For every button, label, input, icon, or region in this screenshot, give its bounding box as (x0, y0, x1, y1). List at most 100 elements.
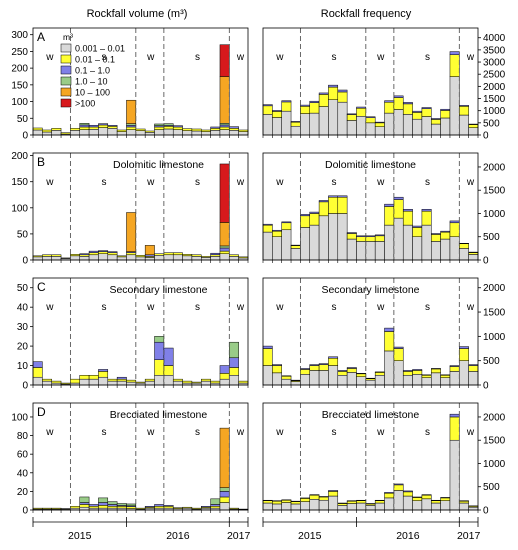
bar-d-20-class-0 (449, 439, 460, 511)
bar-b-7-class-1 (328, 196, 339, 214)
bar-d-5-class-1 (309, 494, 320, 500)
bar-a-12-class-0 (374, 126, 385, 136)
bar-a-13-class-1 (154, 126, 165, 130)
bar-d-20-class-2 (449, 413, 460, 418)
season-label-4: w (236, 302, 245, 313)
bar-b-19-class-2 (210, 252, 221, 256)
bar-d-8-class-0 (337, 505, 348, 511)
bar-a-14-class-1 (393, 97, 404, 110)
bar-b-12-class-1 (374, 235, 385, 242)
bar-c-12-class-1 (144, 378, 155, 382)
bar-d-14-class-1 (163, 506, 174, 509)
y-tick-label: 50 (17, 229, 29, 240)
y-tick-label: 2000 (483, 162, 506, 173)
bar-b-6-class-1 (88, 252, 99, 256)
bar-b-12-class-4 (144, 245, 155, 256)
bar-b-18-class-0 (431, 241, 441, 261)
bar-a-20-class-4 (219, 76, 230, 124)
bar-a-20-class-0 (219, 129, 230, 136)
bar-b-17-class-0 (421, 224, 432, 261)
year-axis-volume: 2015 2016 2017 (32, 517, 250, 542)
bar-a-10-class-3 (126, 123, 137, 126)
bar-c-20-class-0 (449, 371, 460, 386)
bar-b-6-class-2 (318, 200, 329, 203)
bar-a-22-class-1 (468, 124, 479, 128)
season-label-2: w (376, 427, 385, 438)
bar-c-15-class-0 (172, 380, 183, 386)
bar-c-16-class-2 (412, 369, 423, 371)
bar-d-18-class-0 (431, 502, 441, 511)
bar-a-5-class-3 (79, 123, 90, 126)
y-tick-label: 2000 (483, 82, 506, 93)
season-label-1: s (102, 52, 107, 63)
bar-c-18-class-0 (431, 372, 441, 386)
bar-b-8-class-0 (107, 254, 118, 261)
bar-b-19-class-2 (440, 230, 451, 233)
bar-b-4-class-1 (70, 254, 80, 257)
bar-a-21-class-2 (459, 105, 469, 107)
y-tick-label: 150 (11, 80, 28, 91)
bar-a-6-class-1 (318, 94, 329, 107)
bar-a-0-class-1 (262, 105, 273, 115)
bar-b-4-class-0 (70, 255, 80, 261)
bar-c-14-class-2 (393, 346, 404, 349)
bar-c-2-class-1 (281, 376, 292, 380)
y-tick-label: 100 (11, 412, 28, 423)
bar-d-13-class-1 (154, 506, 165, 509)
bar-b-11-class-1 (365, 236, 376, 242)
bar-b-13-class-1 (384, 206, 395, 226)
bar-b-7-class-0 (328, 213, 339, 261)
bar-c-15-class-2 (402, 370, 413, 372)
bar-a-2-class-1 (51, 128, 62, 131)
bar-c-6-class-2 (318, 363, 329, 365)
bar-b-1-class-1 (272, 230, 282, 237)
bar-d-10-class-1 (356, 500, 367, 504)
bar-a-6-class-2 (318, 92, 329, 95)
bar-d-14-class-2 (163, 505, 174, 507)
season-label-4: w (236, 427, 245, 438)
bar-d-2-class-0 (281, 502, 292, 511)
bar-a-20-class-2 (449, 51, 460, 56)
bar-d-12-class-0 (374, 502, 385, 511)
bar-a-1-class-0 (42, 131, 52, 136)
bar-c-21-class-2 (229, 357, 239, 368)
bar-d-15-class-0 (402, 495, 413, 511)
bar-d-16-class-0 (412, 500, 423, 511)
bar-a-18-class-0 (201, 131, 211, 136)
bar-b-10-class-4 (126, 212, 137, 252)
bar-c-6-class-0 (318, 370, 329, 386)
bar-b-3-class-1 (60, 257, 71, 259)
bar-a-19-class-2 (210, 126, 221, 129)
bar-d-13-class-0 (384, 497, 395, 511)
bar-c-22-class-1 (468, 365, 479, 372)
bar-a-13-class-2 (384, 100, 395, 103)
bar-b-10-class-2 (356, 235, 367, 237)
bar-b-15-class-0 (402, 224, 413, 261)
bar-d-7-class-2 (98, 502, 109, 506)
bar-c-16-class-1 (412, 370, 423, 375)
bar-d-3-class-1 (290, 501, 301, 505)
bar-c-9-class-2 (116, 376, 127, 380)
bar-b-2-class-0 (281, 229, 292, 261)
bar-c-5-class-1 (309, 365, 320, 371)
legend-label-4: 10 – 100 (75, 88, 110, 98)
y-tick-label: 500 (483, 356, 500, 367)
bar-b-13-class-2 (384, 203, 395, 207)
y-tick-label: 100 (11, 97, 28, 108)
bar-b-8-class-1 (337, 196, 348, 214)
bar-a-17-class-1 (191, 128, 202, 132)
panel-subtitle: Brecciated limestone (322, 409, 420, 421)
bar-c-0-class-1 (32, 367, 43, 378)
bar-a-14-class-3 (163, 123, 174, 126)
bar-a-20-class-3 (219, 123, 230, 126)
bar-d-12-class-2 (144, 506, 155, 508)
season-label-2: w (146, 177, 155, 188)
bar-c-9-class-0 (346, 372, 357, 386)
bar-b-1-class-2 (272, 229, 282, 232)
bar-c-13-class-1 (384, 331, 395, 352)
bar-a-9-class-0 (346, 120, 357, 136)
bar-d-13-class-1 (384, 493, 395, 499)
bar-c-8-class-1 (337, 371, 348, 376)
bar-d-9-class-3 (116, 503, 127, 506)
bar-d-0-class-1 (32, 507, 43, 510)
